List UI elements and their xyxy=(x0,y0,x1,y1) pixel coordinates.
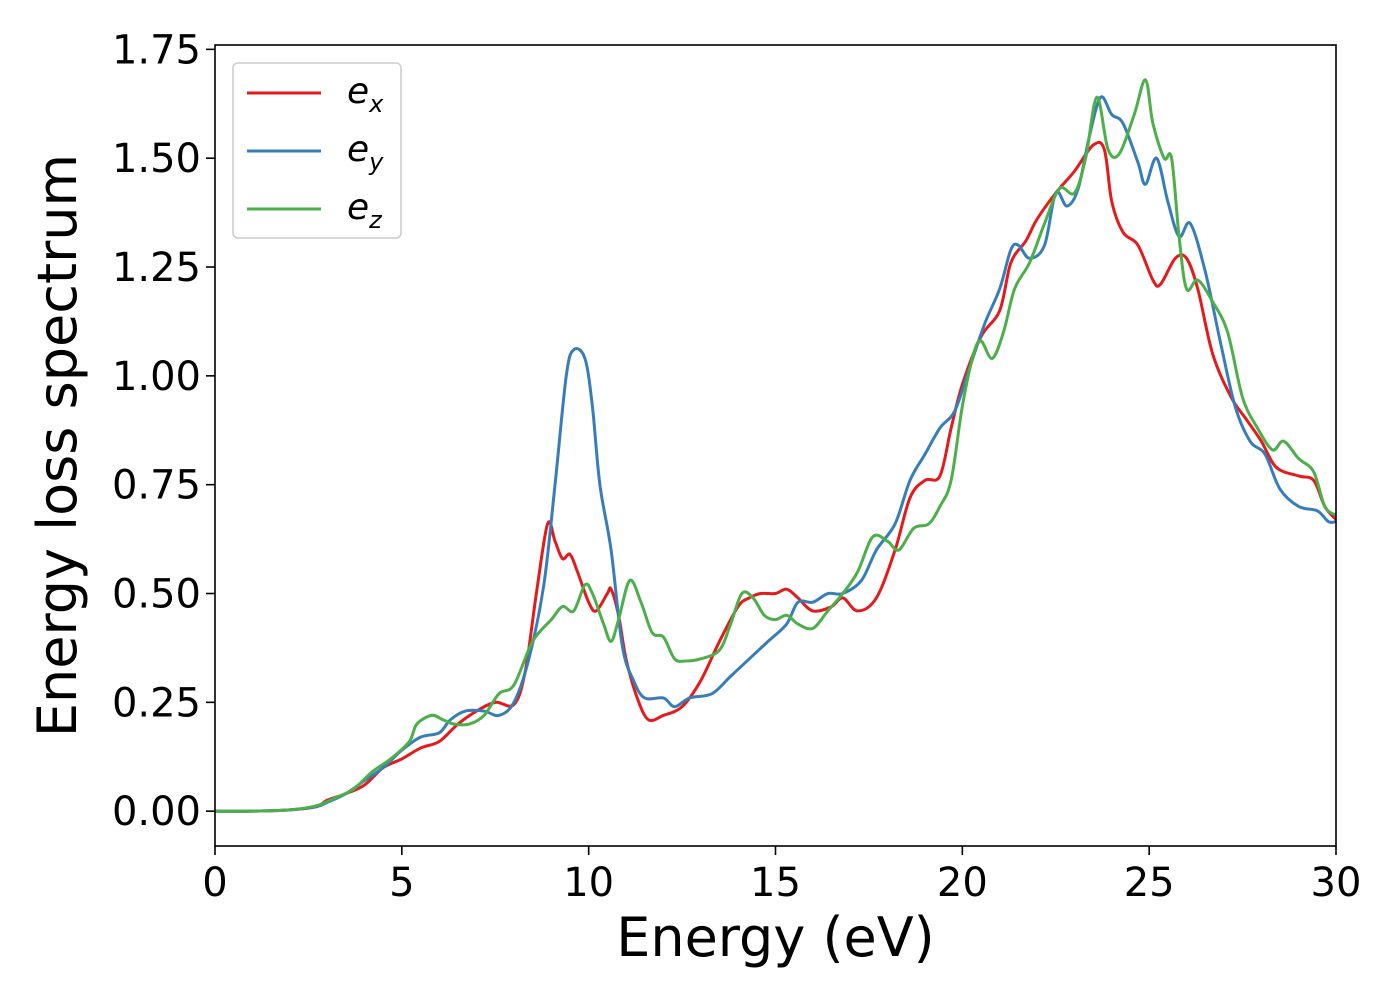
x-tick-label: 10 xyxy=(563,860,614,906)
series-line-ex xyxy=(215,140,1336,813)
x-axis-title: Energy (eV) xyxy=(616,906,935,969)
y-axis-title: Energy loss spectrum xyxy=(26,154,89,737)
axes: 0 5 10 15 20 25 30 0.00 0.25 0.50 0.75 1.00 1.25 1.50… xyxy=(26,27,1361,969)
y-tick-label: 0.25 xyxy=(112,680,201,726)
y-tick-label: 0.50 xyxy=(112,572,201,618)
y-tick-label: 0.75 xyxy=(112,463,201,509)
y-tick-label: 1.25 xyxy=(112,245,201,291)
series-line-ez xyxy=(215,78,1336,813)
y-tick-label: 1.75 xyxy=(112,27,201,73)
x-tick-label: 20 xyxy=(937,860,988,906)
x-tick-label: 15 xyxy=(750,860,801,906)
x-tick-label: 0 xyxy=(202,860,227,906)
y-tick-label: 0.00 xyxy=(112,789,201,835)
series-line-ey xyxy=(215,95,1336,813)
legend-label-ez: ez xyxy=(347,187,383,234)
y-tick-label: 1.50 xyxy=(112,136,201,182)
x-tick-label: 5 xyxy=(389,860,414,906)
x-tick-label: 25 xyxy=(1124,860,1175,906)
y-tick-label: 1.00 xyxy=(112,354,201,400)
plot-area xyxy=(215,78,1336,813)
x-tick-label: 30 xyxy=(1311,860,1362,906)
